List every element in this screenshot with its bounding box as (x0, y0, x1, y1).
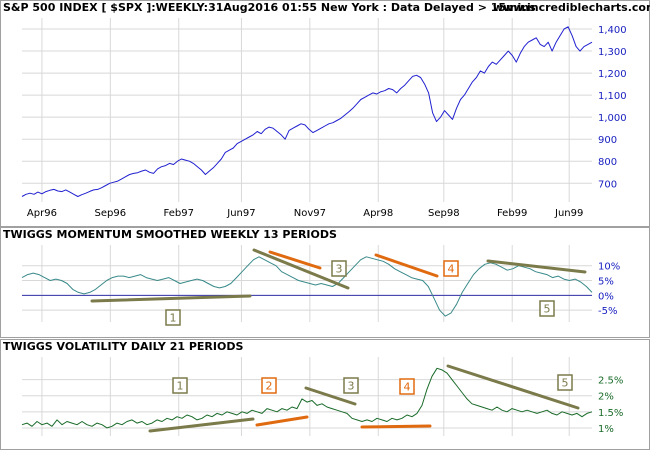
momentum-panel-title: TWIGGS MOMENTUM SMOOTHED WEEKLY 13 PERIO… (3, 228, 337, 241)
price-series-line (21, 26, 593, 197)
volatility-trendline-5 (446, 364, 580, 410)
volatility-trendline-2 (255, 415, 309, 427)
x-tick-label: Jun97 (226, 208, 255, 219)
y-tick-label: 1,200 (598, 69, 627, 80)
momentum-trendline-4 (374, 253, 439, 278)
volatility-annotation-3: 3 (343, 377, 359, 394)
annotation-label: 4 (404, 381, 411, 394)
annotation-box (261, 377, 277, 394)
volatility-annotation-4: 4 (399, 378, 415, 395)
y-tick-label: 10% (598, 262, 620, 273)
annotation-label: 2 (266, 380, 273, 393)
x-tick-label: Jun99 (554, 208, 583, 219)
momentum-annotation-3: 3 (331, 260, 347, 277)
x-tick-label: Feb99 (497, 208, 527, 219)
annotation-label: 1 (170, 312, 177, 325)
x-tick-label: Nov97 (294, 208, 326, 219)
momentum-annotation-4: 4 (443, 260, 459, 277)
y-tick-label: 1% (598, 424, 614, 435)
price-panel-title: S&P 500 INDEX [ $SPX ]:WEEKLY:31Aug2016 … (3, 1, 536, 14)
volatility-annotation-2: 2 (261, 377, 277, 394)
volatility-annotation-1: 1 (172, 377, 188, 394)
x-tick-label: Apr96 (27, 208, 57, 219)
momentum-trendline-3b (268, 250, 322, 270)
momentum-trendline-5 (486, 259, 587, 274)
y-tick-label: 700 (598, 179, 617, 190)
y-tick-label: 800 (598, 157, 617, 168)
annotation-box (539, 300, 555, 317)
momentum-trendline-1 (90, 294, 252, 303)
series-layer (21, 26, 593, 429)
grid-layer (22, 18, 592, 436)
y-tick-label: 1,100 (598, 91, 627, 102)
volatility-trendline-3 (304, 386, 357, 406)
x-axis-ticks: Apr96 Sep96 Feb97 Jun97 Nov97 Apr98 Sep98 Feb99… (27, 208, 583, 219)
site-url: www.incrediblecharts.com (493, 1, 650, 14)
annotation-box (557, 374, 573, 391)
price-panel-frame (0, 0, 650, 227)
y-tick-label: 2% (598, 392, 614, 403)
annotation-box (165, 309, 181, 326)
y-tick-label: -5% (598, 306, 617, 317)
y-tick-label: 900 (598, 135, 617, 146)
annotation-label: 5 (544, 303, 551, 316)
y-tick-label: 0% (598, 291, 614, 302)
volatility-annotation-5: 5 (557, 374, 573, 391)
annotation-box (331, 260, 347, 277)
y-tick-label: 5% (598, 277, 614, 288)
annotation-label: 4 (448, 263, 455, 276)
y-axis-ticks: 700 800 900 1,000 1,100 1,200 1,300 1,400 10% 5% 0… (598, 25, 627, 435)
annotation-label: 5 (562, 377, 569, 390)
volatility-series-line (21, 367, 593, 429)
y-tick-label: 1,300 (598, 47, 627, 58)
x-tick-label: Sep96 (95, 208, 127, 219)
momentum-series-line (21, 256, 593, 317)
annotation-box (172, 377, 188, 394)
x-tick-label: Feb97 (164, 208, 194, 219)
x-tick-label: Sep98 (428, 208, 460, 219)
volatility-trendline-4 (360, 424, 432, 429)
annotation-box (343, 377, 359, 394)
annotation-label: 1 (177, 380, 184, 393)
momentum-trendline-3 (252, 248, 350, 290)
annotation-box (399, 378, 415, 395)
x-tick-label: Apr98 (363, 208, 393, 219)
y-tick-label: 2.5% (598, 376, 623, 387)
annotation-box (443, 260, 459, 277)
y-tick-label: 1,400 (598, 25, 627, 36)
momentum-panel-frame (0, 227, 650, 338)
volatility-panel-title: TWIGGS VOLATILITY DAILY 21 PERIODS (3, 340, 243, 353)
trendline-layer (90, 248, 587, 433)
annotation-label: 3 (336, 263, 343, 276)
momentum-annotation-1: 1 (165, 309, 181, 326)
y-tick-label: 1.5% (598, 408, 623, 419)
volatility-trendline-1 (148, 417, 255, 433)
momentum-annotation-5: 5 (539, 300, 555, 317)
annotation-label: 3 (348, 380, 355, 393)
y-tick-label: 1,000 (598, 113, 627, 124)
annotation-layer: 1 3 4 5 1 2 3 4 5 (165, 260, 573, 395)
